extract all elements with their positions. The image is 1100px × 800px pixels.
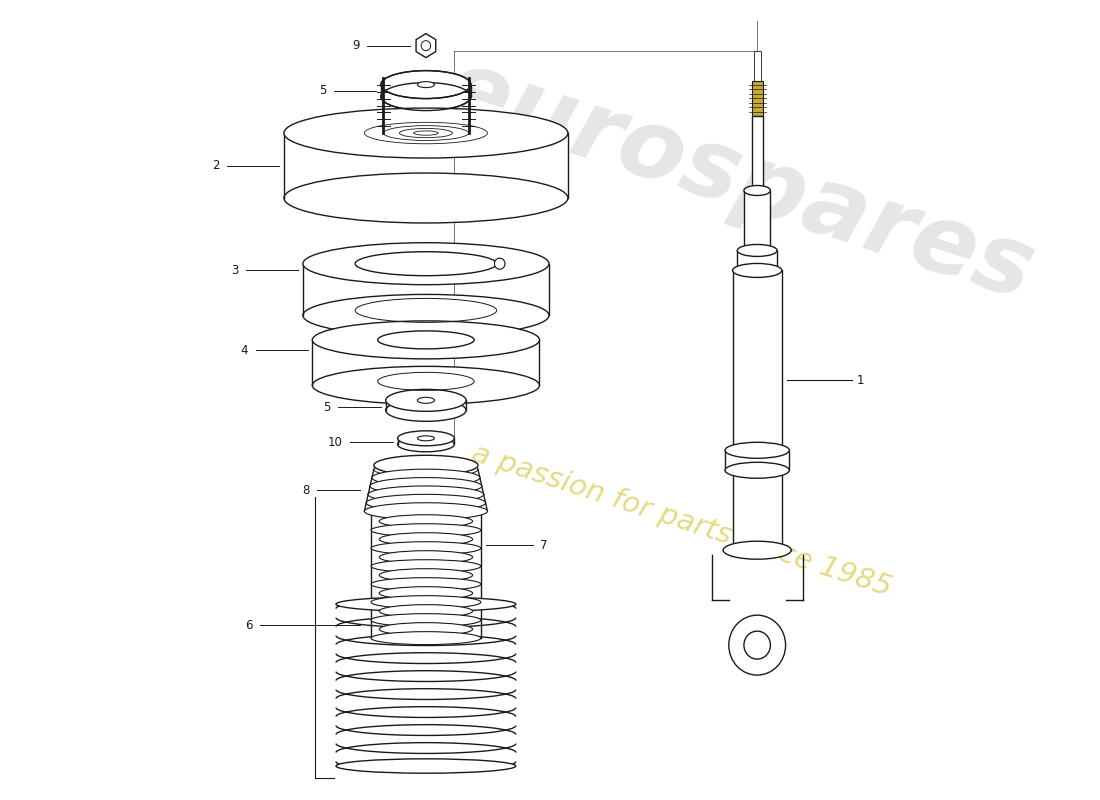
Ellipse shape xyxy=(284,108,568,158)
Bar xyxy=(751,115,763,190)
Ellipse shape xyxy=(379,586,473,600)
Ellipse shape xyxy=(386,399,466,422)
Ellipse shape xyxy=(744,186,770,195)
Ellipse shape xyxy=(417,82,434,87)
Ellipse shape xyxy=(368,486,484,503)
Ellipse shape xyxy=(312,366,539,404)
Ellipse shape xyxy=(336,597,516,611)
Ellipse shape xyxy=(417,436,434,441)
Text: 6: 6 xyxy=(245,618,253,632)
Ellipse shape xyxy=(737,265,777,277)
Ellipse shape xyxy=(371,506,481,518)
Ellipse shape xyxy=(371,578,481,590)
Ellipse shape xyxy=(733,263,782,278)
Ellipse shape xyxy=(374,455,478,475)
Ellipse shape xyxy=(371,632,481,645)
Ellipse shape xyxy=(302,242,549,285)
Text: 5: 5 xyxy=(319,84,326,97)
Text: a passion for parts since 1985: a passion for parts since 1985 xyxy=(468,439,895,602)
Ellipse shape xyxy=(733,443,782,458)
Ellipse shape xyxy=(723,542,791,559)
Ellipse shape xyxy=(366,494,485,511)
Text: 7: 7 xyxy=(540,538,548,552)
Text: 9: 9 xyxy=(352,39,360,52)
Ellipse shape xyxy=(364,502,487,520)
Ellipse shape xyxy=(725,462,790,478)
Ellipse shape xyxy=(386,390,466,411)
Ellipse shape xyxy=(417,398,434,403)
Ellipse shape xyxy=(379,550,473,564)
Ellipse shape xyxy=(379,605,473,618)
Text: 1: 1 xyxy=(857,374,865,387)
Text: eurospares: eurospares xyxy=(431,42,1045,320)
Ellipse shape xyxy=(312,321,539,359)
Ellipse shape xyxy=(372,469,480,486)
Bar xyxy=(737,250,777,270)
Ellipse shape xyxy=(381,82,471,110)
Text: 4: 4 xyxy=(241,344,248,357)
Text: 2: 2 xyxy=(212,159,220,172)
Ellipse shape xyxy=(370,478,482,494)
Bar xyxy=(744,190,770,250)
Text: 8: 8 xyxy=(302,484,309,497)
Ellipse shape xyxy=(302,294,549,336)
Circle shape xyxy=(495,258,505,269)
Text: 5: 5 xyxy=(323,401,331,414)
Ellipse shape xyxy=(371,596,481,609)
Ellipse shape xyxy=(379,622,473,636)
Ellipse shape xyxy=(381,70,471,98)
Ellipse shape xyxy=(284,173,568,223)
Ellipse shape xyxy=(374,461,478,478)
Bar xyxy=(751,81,763,115)
Ellipse shape xyxy=(733,543,782,558)
Ellipse shape xyxy=(371,614,481,626)
Ellipse shape xyxy=(744,246,770,255)
Ellipse shape xyxy=(371,524,481,537)
Ellipse shape xyxy=(725,442,790,458)
Ellipse shape xyxy=(355,252,497,276)
Bar xyxy=(733,270,782,450)
Bar xyxy=(754,50,760,81)
Ellipse shape xyxy=(371,560,481,573)
Ellipse shape xyxy=(379,569,473,582)
Ellipse shape xyxy=(371,542,481,554)
Ellipse shape xyxy=(377,331,474,349)
Ellipse shape xyxy=(379,514,473,528)
Bar xyxy=(725,450,790,470)
Ellipse shape xyxy=(737,245,777,257)
Ellipse shape xyxy=(397,431,454,446)
Bar xyxy=(733,470,782,550)
Ellipse shape xyxy=(379,533,473,546)
Circle shape xyxy=(495,258,505,269)
Circle shape xyxy=(729,615,785,675)
Text: 10: 10 xyxy=(328,436,342,449)
Ellipse shape xyxy=(397,437,454,452)
Ellipse shape xyxy=(336,759,516,774)
Text: 3: 3 xyxy=(231,264,239,277)
Circle shape xyxy=(744,631,770,659)
